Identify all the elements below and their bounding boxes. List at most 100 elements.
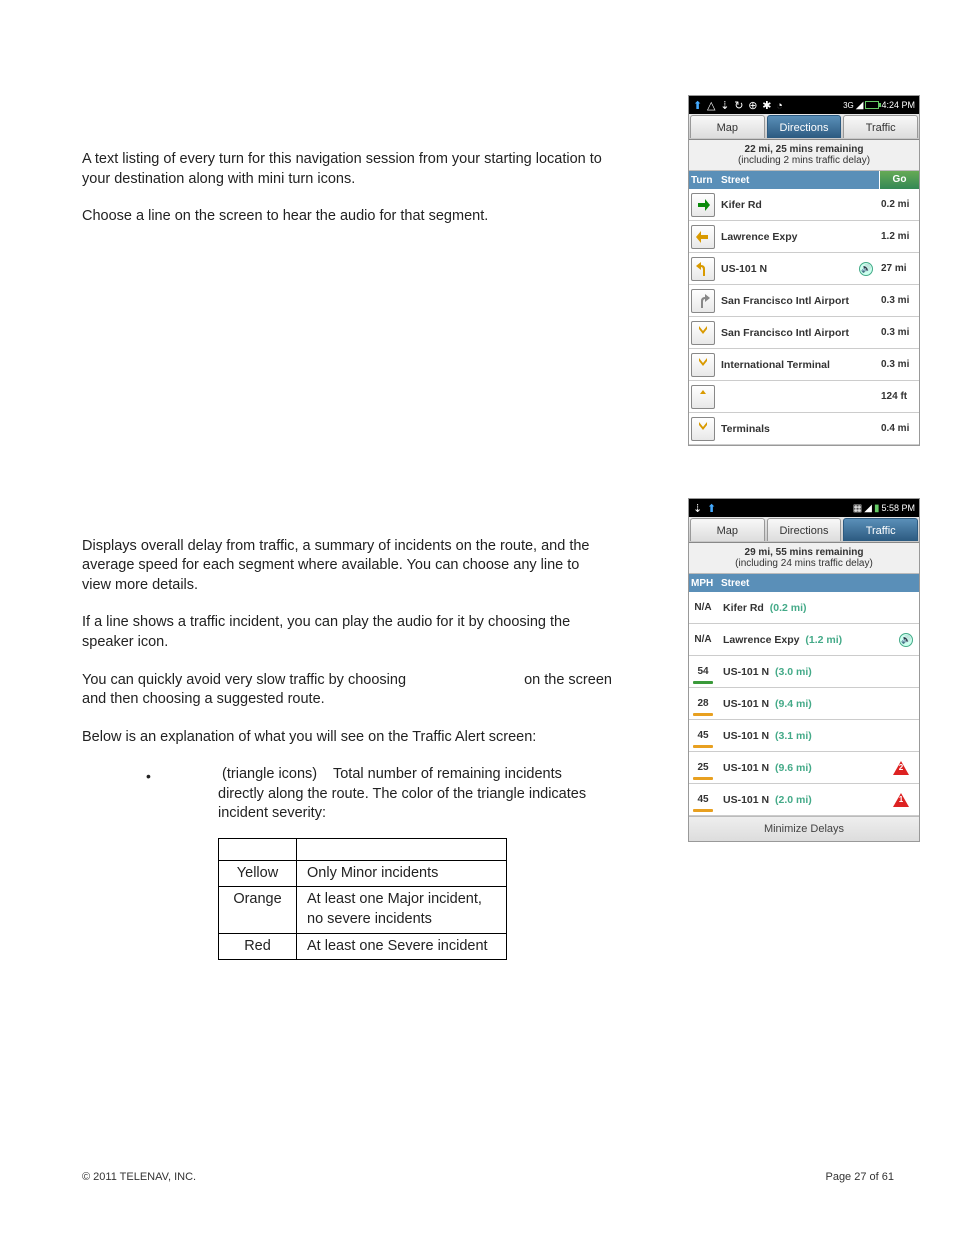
- street-name: US-101 N (3.0 mi): [717, 666, 919, 678]
- tab-map[interactable]: Map: [690, 115, 765, 138]
- street-name: US-101 N (2.0 mi)1: [717, 793, 919, 807]
- tab-traffic[interactable]: Traffic: [843, 518, 918, 541]
- download-icon: ⇣: [720, 100, 729, 112]
- traffic-row[interactable]: N/AKifer Rd (0.2 mi): [689, 592, 919, 624]
- tab-traffic[interactable]: Traffic: [843, 115, 918, 138]
- traffic-list: N/AKifer Rd (0.2 mi)N/ALawrence Expy (1.…: [689, 592, 919, 816]
- traffic-row[interactable]: 45US-101 N (3.1 mi): [689, 720, 919, 752]
- status-left-icons: ⇣ ⬆: [693, 502, 718, 515]
- header-street: Street: [717, 175, 879, 186]
- street-name: Terminals: [717, 423, 877, 435]
- street-name: Kifer Rd (0.2 mi): [717, 602, 919, 614]
- street-name: San Francisco Intl Airport: [717, 327, 877, 339]
- street-name: Kifer Rd: [717, 199, 877, 211]
- status-bar: ⇣ ⬆ ▦ ◢ ▮ 5:58 PM: [689, 499, 919, 517]
- traffic-row[interactable]: N/ALawrence Expy (1.2 mi)🔊: [689, 624, 919, 656]
- mph-value: 45: [689, 784, 717, 815]
- download-icon: ⇣: [693, 503, 702, 515]
- para-4: If a line shows a traffic incident, you …: [82, 613, 612, 652]
- turn-icon: [691, 225, 715, 249]
- speaker-icon[interactable]: 🔊: [859, 262, 873, 276]
- street-name: International Terminal: [717, 359, 877, 371]
- street-name: Lawrence Expy: [717, 231, 877, 243]
- vibrate-icon: ▦: [853, 503, 862, 514]
- tab-directions[interactable]: Directions: [767, 518, 842, 541]
- column-headers: Turn Street Go: [689, 171, 919, 189]
- minimize-delays-button[interactable]: Minimize Delays: [689, 816, 919, 841]
- status-time: 5:58 PM: [881, 503, 915, 513]
- traffic-row[interactable]: 25US-101 N (9.6 mi)2: [689, 752, 919, 784]
- mph-value: 54: [689, 656, 717, 687]
- turn-icon: [691, 353, 715, 377]
- turn-icon: [691, 321, 715, 345]
- mph-value: 28: [689, 688, 717, 719]
- section-traffic-text: Displays overall delay from traffic, a s…: [82, 537, 612, 960]
- para-6: Below is an explanation of what you will…: [82, 728, 612, 748]
- tab-bar: Map Directions Traffic: [689, 114, 919, 140]
- copyright: © 2011 TELENAV, INC.: [82, 1171, 196, 1183]
- direction-row[interactable]: US-101 N🔊27 mi: [689, 253, 919, 285]
- street-name: US-101 N (3.1 mi): [717, 730, 919, 742]
- summary-line-1: 29 mi, 55 mins remaining: [745, 547, 864, 558]
- para-5a: You can quickly avoid very slow traffic …: [82, 672, 406, 688]
- section-directions-text: A text listing of every turn for this na…: [82, 150, 612, 227]
- warning-icon: △: [707, 100, 715, 112]
- severity-table: YellowOnly Minor incidents OrangeAt leas…: [218, 838, 507, 960]
- traffic-row[interactable]: 54US-101 N (3.0 mi): [689, 656, 919, 688]
- distance: 27 mi: [877, 263, 919, 274]
- column-headers: MPH Street: [689, 574, 919, 592]
- header-mph: MPH: [689, 578, 717, 589]
- route-summary: 22 mi, 25 mins remaining (including 2 mi…: [689, 140, 919, 171]
- turn-icon: [691, 417, 715, 441]
- street-name: US-101 N (9.4 mi): [717, 698, 919, 710]
- nav-icon: ⬆: [707, 503, 716, 515]
- summary-line-2: (including 24 mins traffic delay): [691, 558, 917, 569]
- traffic-row[interactable]: 45US-101 N (2.0 mi)1: [689, 784, 919, 816]
- signal-icon: ◢: [856, 100, 864, 111]
- direction-row[interactable]: San Francisco Intl Airport0.3 mi: [689, 317, 919, 349]
- alarm-icon: ◔: [776, 100, 783, 112]
- direction-row[interactable]: International Terminal0.3 mi: [689, 349, 919, 381]
- direction-row[interactable]: Kifer Rd0.2 mi: [689, 189, 919, 221]
- tab-bar: Map Directions Traffic: [689, 517, 919, 543]
- mph-value: N/A: [689, 624, 717, 655]
- status-right-icons: 3G ◢ 4:24 PM: [843, 100, 915, 111]
- status-left-icons: ⬆ △ ⇣ ↻ ⊕ ✱ ◔: [693, 99, 785, 112]
- tab-directions[interactable]: Directions: [767, 115, 842, 138]
- header-turn: Turn: [689, 175, 717, 186]
- traffic-row[interactable]: 28US-101 N (9.4 mi): [689, 688, 919, 720]
- turn-icon: [691, 193, 715, 217]
- route-summary: 29 mi, 55 mins remaining (including 24 m…: [689, 543, 919, 574]
- direction-row[interactable]: Lawrence Expy1.2 mi: [689, 221, 919, 253]
- distance: 0.3 mi: [877, 327, 919, 338]
- direction-row[interactable]: San Francisco Intl Airport0.3 mi: [689, 285, 919, 317]
- mph-value: 45: [689, 720, 717, 751]
- para-2: Choose a line on the screen to hear the …: [82, 207, 612, 227]
- street-name: US-101 N (9.6 mi)2: [717, 761, 919, 775]
- distance: 0.2 mi: [877, 199, 919, 210]
- summary-line-1: 22 mi, 25 mins remaining: [745, 144, 864, 155]
- direction-row[interactable]: Terminals0.4 mi: [689, 413, 919, 445]
- turn-icon: [691, 257, 715, 281]
- distance: 124 ft: [877, 391, 919, 402]
- tab-map[interactable]: Map: [690, 518, 765, 541]
- bullet-label: (triangle icons): [222, 766, 317, 782]
- bullet-incidents: • (triangle icons) Total number of remai…: [140, 765, 590, 960]
- speaker-icon[interactable]: 🔊: [899, 633, 913, 647]
- network-icon: 3G: [843, 101, 854, 110]
- gps-icon: ⊕: [748, 100, 757, 112]
- signal-icon: ◢: [864, 503, 872, 514]
- direction-row[interactable]: 124 ft: [689, 381, 919, 413]
- distance: 1.2 mi: [877, 231, 919, 242]
- mph-value: N/A: [689, 592, 717, 623]
- status-time: 4:24 PM: [881, 100, 915, 110]
- phone-directions-screenshot: ⬆ △ ⇣ ↻ ⊕ ✱ ◔ 3G ◢ 4:24 PM Map Direction…: [688, 95, 920, 446]
- battery-icon: ▮: [874, 503, 880, 514]
- battery-icon: [865, 101, 879, 109]
- header-go-button[interactable]: Go: [879, 171, 919, 189]
- bluetooth-icon: ✱: [762, 100, 771, 112]
- status-bar: ⬆ △ ⇣ ↻ ⊕ ✱ ◔ 3G ◢ 4:24 PM: [689, 96, 919, 114]
- street-name: San Francisco Intl Airport: [717, 295, 877, 307]
- incident-triangle-icon: 2: [893, 761, 909, 775]
- distance: 0.4 mi: [877, 423, 919, 434]
